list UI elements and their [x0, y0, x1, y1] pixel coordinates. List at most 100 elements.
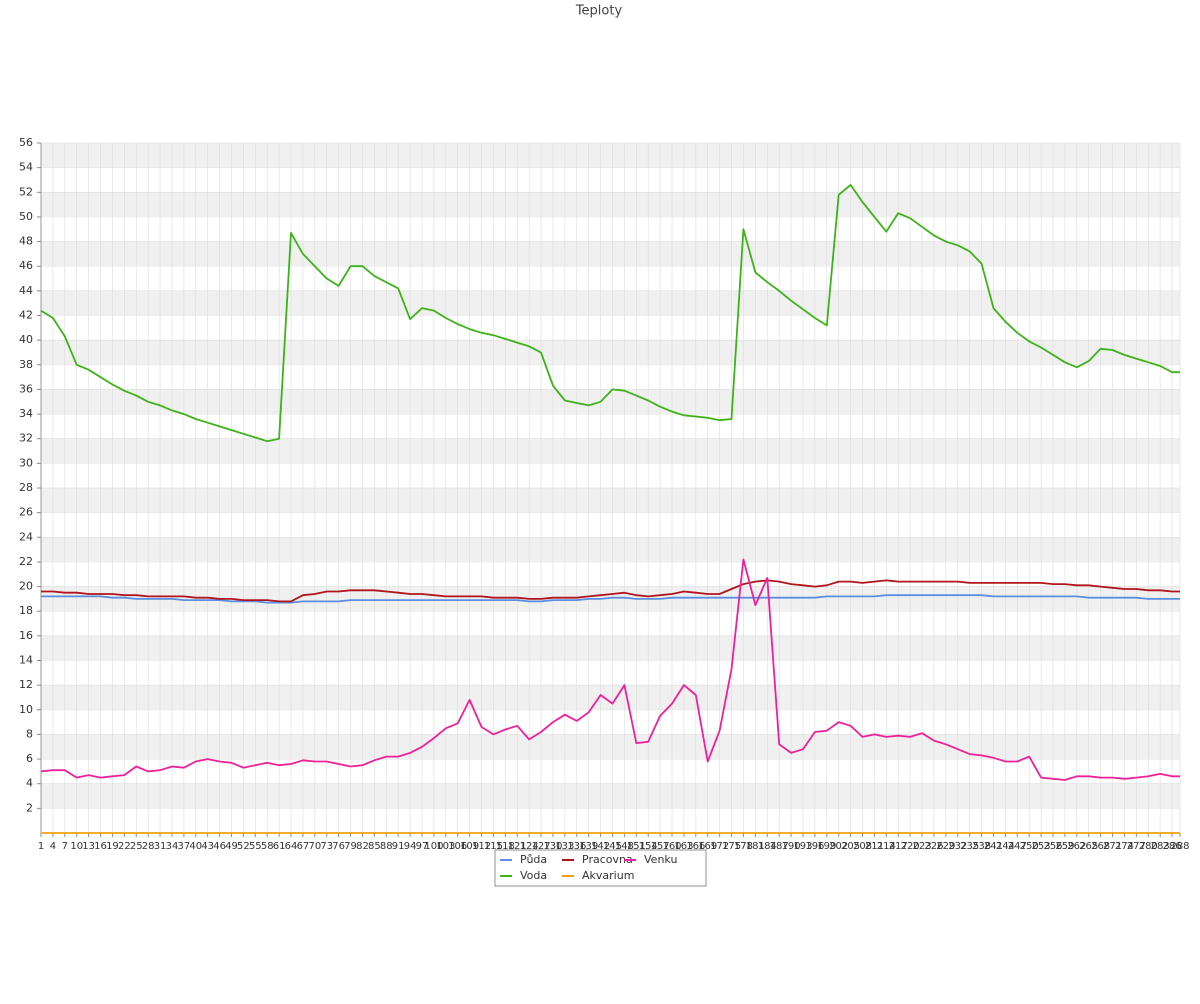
y-tick-label: 20 — [19, 580, 33, 593]
x-tick-label: 82 — [356, 841, 369, 852]
y-tick-label: 10 — [19, 703, 33, 716]
x-tick-label: 262 — [1067, 841, 1086, 852]
x-tick-label: 49 — [225, 841, 238, 852]
x-tick-label: 241 — [984, 841, 1003, 852]
y-tick-label: 50 — [19, 210, 33, 223]
x-tick-label: 97 — [416, 841, 429, 852]
x-tick-label: 169 — [698, 841, 717, 852]
x-tick-label: 226 — [924, 841, 943, 852]
x-tick-label: 112 — [472, 841, 491, 852]
x-tick-label: 268 — [1091, 841, 1110, 852]
y-tick-label: 44 — [19, 284, 33, 297]
x-tick-label: 127 — [532, 841, 551, 852]
y-tick-label: 30 — [19, 456, 33, 469]
x-tick-label: 1 — [38, 841, 44, 852]
y-tick-label: 18 — [19, 604, 33, 617]
x-tick-label: 277 — [1127, 841, 1146, 852]
x-tick-label: 58 — [261, 841, 274, 852]
x-tick-label: 178 — [734, 841, 753, 852]
x-tick-label: 223 — [912, 841, 931, 852]
y-tick-label: 36 — [19, 382, 33, 395]
legend-box — [494, 849, 707, 887]
x-tick-label: 271 — [1103, 841, 1122, 852]
x-tick-label: 181 — [746, 841, 765, 852]
series-line — [40, 558, 1180, 781]
grid-band — [41, 389, 1180, 415]
grid-band — [41, 685, 1180, 710]
x-tick-label: 247 — [1008, 841, 1027, 852]
x-tick-label: 265 — [1079, 841, 1098, 852]
y-tick-label: 24 — [19, 530, 33, 543]
y-tick-label: 46 — [19, 259, 33, 272]
x-tick-label: 73 — [320, 841, 333, 852]
x-tick-label: 133 — [555, 841, 574, 852]
x-tick-label: 94 — [404, 841, 417, 852]
y-tick-label: 32 — [19, 432, 33, 445]
x-tick-label: 235 — [960, 841, 979, 852]
x-tick-label: 145 — [603, 841, 622, 852]
x-tick-label: 259 — [1055, 841, 1074, 852]
legend: Půda Pracovna Venku Voda Akvarium — [494, 849, 707, 887]
grid-band — [41, 635, 1180, 661]
x-tick-label: 136 — [567, 841, 586, 852]
y-tick-label: 56 — [19, 136, 33, 149]
grid-band — [41, 783, 1180, 809]
x-tick-label: 229 — [936, 841, 955, 852]
y-tick-label: 54 — [19, 161, 33, 174]
x-tick-label: 124 — [520, 841, 539, 852]
x-tick-label: 64 — [285, 841, 298, 852]
x-tick-label: 79 — [344, 841, 357, 852]
legend-label: Akvarium — [582, 869, 634, 882]
x-tick-label: 163 — [674, 841, 693, 852]
x-tick-label: 115 — [484, 841, 503, 852]
x-tick-label: 55 — [249, 841, 262, 852]
x-tick-label: 70 — [308, 841, 321, 852]
x-tick-label: 100 — [424, 841, 443, 852]
x-tick-label: 238 — [972, 841, 991, 852]
x-tick-label: 166 — [686, 841, 705, 852]
x-tick-label: 148 — [615, 841, 634, 852]
x-tick-label: 274 — [1115, 841, 1134, 852]
y-tick-label: 2 — [26, 801, 33, 814]
grid-band — [41, 734, 1180, 760]
legend-label: Pracovna — [582, 853, 633, 866]
grid-band — [41, 488, 1180, 513]
x-tick-label: 34 — [166, 841, 179, 852]
x-tick-label: 61 — [273, 841, 286, 852]
x-tick-label: 103 — [436, 841, 455, 852]
y-tick-label: 8 — [26, 727, 33, 740]
x-tick-label: 40 — [189, 841, 202, 852]
x-tick-label: 43 — [201, 841, 214, 852]
y-tick-label: 16 — [19, 629, 33, 642]
x-tick-label: 286 — [1163, 841, 1182, 852]
x-tick-label: 130 — [543, 841, 562, 852]
x-tick-label: 10 — [70, 841, 83, 852]
x-tick-label: 139 — [579, 841, 598, 852]
y-tick-label: 6 — [26, 752, 33, 765]
x-tick-label: 193 — [793, 841, 812, 852]
x-tick-label: 172 — [710, 841, 729, 852]
series-line — [40, 184, 1180, 443]
x-tick-label: 88 — [380, 841, 393, 852]
x-tick-label: 208 — [853, 841, 872, 852]
x-tick-label: 211 — [865, 841, 884, 852]
x-tick-label: 199 — [817, 841, 836, 852]
x-tick-label: 187 — [770, 841, 789, 852]
x-tick-label: 118 — [496, 841, 515, 852]
y-tick-label: 40 — [19, 333, 33, 346]
x-tick-label: 190 — [782, 841, 801, 852]
x-tick-label: 4 — [50, 841, 56, 852]
grid-band — [41, 143, 1180, 168]
x-tick-label: 202 — [829, 841, 848, 852]
series-line — [41, 594, 1180, 604]
x-tick-label: 253 — [1032, 841, 1051, 852]
y-tick-label: 22 — [19, 555, 33, 568]
y-tick-label: 38 — [19, 358, 33, 371]
x-tick-label: 106 — [448, 841, 467, 852]
y-tick-label: 4 — [26, 777, 33, 790]
x-tick-label: 67 — [297, 841, 310, 852]
grid-band — [41, 192, 1180, 217]
x-tick-label: 19 — [106, 841, 119, 852]
legend-label: Půda — [520, 853, 547, 866]
